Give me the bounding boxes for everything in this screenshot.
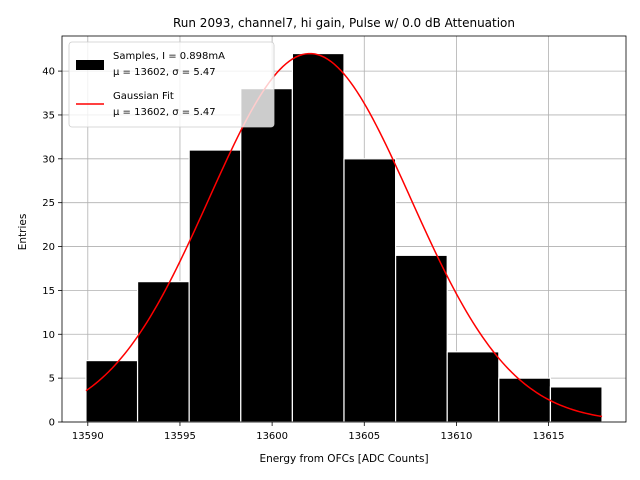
legend-bar-swatch (76, 60, 104, 70)
histogram-bar (395, 254, 448, 423)
histogram-bar (240, 88, 293, 423)
x-tick-label: 13610 (441, 431, 473, 442)
histogram-bar (136, 281, 190, 423)
y-tick-label: 25 (42, 198, 55, 209)
y-tick-label: 10 (42, 330, 55, 341)
y-tick-label: 15 (42, 286, 55, 297)
chart-title: Run 2093, channel7, hi gain, Pulse w/ 0.… (173, 16, 515, 30)
y-axis-ticks: 0 5 10 15 20 25 30 35 40 (42, 67, 62, 429)
x-axis-title: Energy from OFCs [ADC Counts] (259, 453, 428, 465)
legend-samples-label: Samples, I = 0.898mA (113, 51, 225, 62)
y-axis-title: Entries (17, 214, 29, 251)
histogram-bar (446, 351, 500, 423)
y-tick-label: 20 (42, 242, 55, 253)
y-tick-label: 40 (42, 67, 55, 78)
x-tick-label: 13605 (348, 431, 380, 442)
histogram-bars (85, 52, 603, 423)
y-tick-label: 35 (42, 110, 55, 121)
legend-fit-label: Gaussian Fit (113, 91, 174, 102)
histogram-bar (498, 377, 552, 423)
x-tick-label: 13590 (72, 431, 104, 442)
legend-samples-stats: μ = 13602, σ = 5.47 (113, 67, 216, 78)
x-axis-ticks: 13590 13595 13600 13605 13610 13615 (72, 422, 565, 442)
histogram-bar (343, 158, 397, 423)
legend-box (68, 41, 275, 128)
legend: Samples, I = 0.898mA μ = 13602, σ = 5.47… (68, 41, 275, 128)
x-tick-label: 13595 (164, 431, 196, 442)
legend-fit-stats: μ = 13602, σ = 5.47 (113, 107, 216, 118)
histogram-bar (85, 359, 139, 423)
plot-frame (61, 35, 627, 423)
y-tick-label: 30 (42, 154, 55, 165)
y-tick-label: 0 (49, 418, 55, 429)
histogram-bar (188, 149, 242, 423)
x-tick-label: 13615 (533, 431, 565, 442)
gaussian-fit-curve (85, 52, 603, 418)
y-tick-label: 5 (49, 374, 55, 385)
histogram-bar (291, 52, 345, 423)
x-tick-label: 13600 (256, 431, 288, 442)
